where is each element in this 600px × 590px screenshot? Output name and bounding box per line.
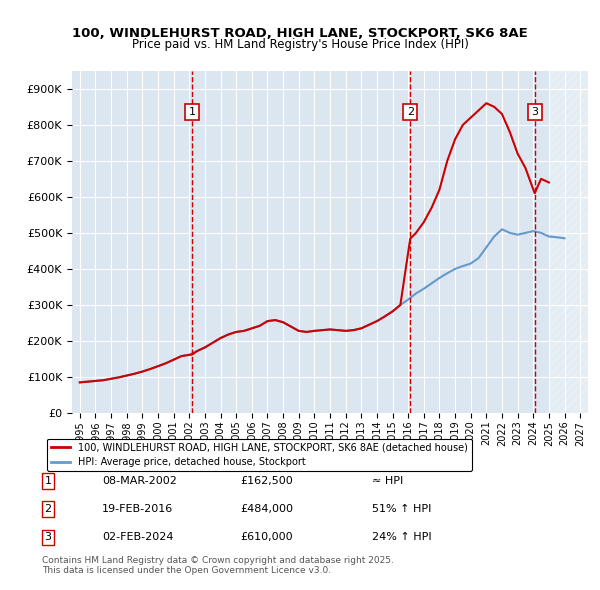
Bar <box>549 71 588 413</box>
Text: 2: 2 <box>407 107 414 117</box>
Text: 1: 1 <box>44 476 52 486</box>
Text: 100, WINDLEHURST ROAD, HIGH LANE, STOCKPORT, SK6 8AE: 100, WINDLEHURST ROAD, HIGH LANE, STOCKP… <box>72 27 528 40</box>
Text: 1: 1 <box>189 107 196 117</box>
Text: ≈ HPI: ≈ HPI <box>372 476 403 486</box>
Text: Price paid vs. HM Land Registry's House Price Index (HPI): Price paid vs. HM Land Registry's House … <box>131 38 469 51</box>
Legend: 100, WINDLEHURST ROAD, HIGH LANE, STOCKPORT, SK6 8AE (detached house), HPI: Aver: 100, WINDLEHURST ROAD, HIGH LANE, STOCKP… <box>47 438 472 471</box>
Text: Contains HM Land Registry data © Crown copyright and database right 2025.
This d: Contains HM Land Registry data © Crown c… <box>42 556 394 575</box>
Text: 24% ↑ HPI: 24% ↑ HPI <box>372 533 431 542</box>
Text: 3: 3 <box>531 107 538 117</box>
Text: 2: 2 <box>44 504 52 514</box>
Text: 51% ↑ HPI: 51% ↑ HPI <box>372 504 431 514</box>
Text: 19-FEB-2016: 19-FEB-2016 <box>102 504 173 514</box>
Text: 02-FEB-2024: 02-FEB-2024 <box>102 533 173 542</box>
Text: 3: 3 <box>44 533 52 542</box>
Text: £610,000: £610,000 <box>240 533 293 542</box>
Text: £162,500: £162,500 <box>240 476 293 486</box>
Text: 08-MAR-2002: 08-MAR-2002 <box>102 476 177 486</box>
Text: £484,000: £484,000 <box>240 504 293 514</box>
